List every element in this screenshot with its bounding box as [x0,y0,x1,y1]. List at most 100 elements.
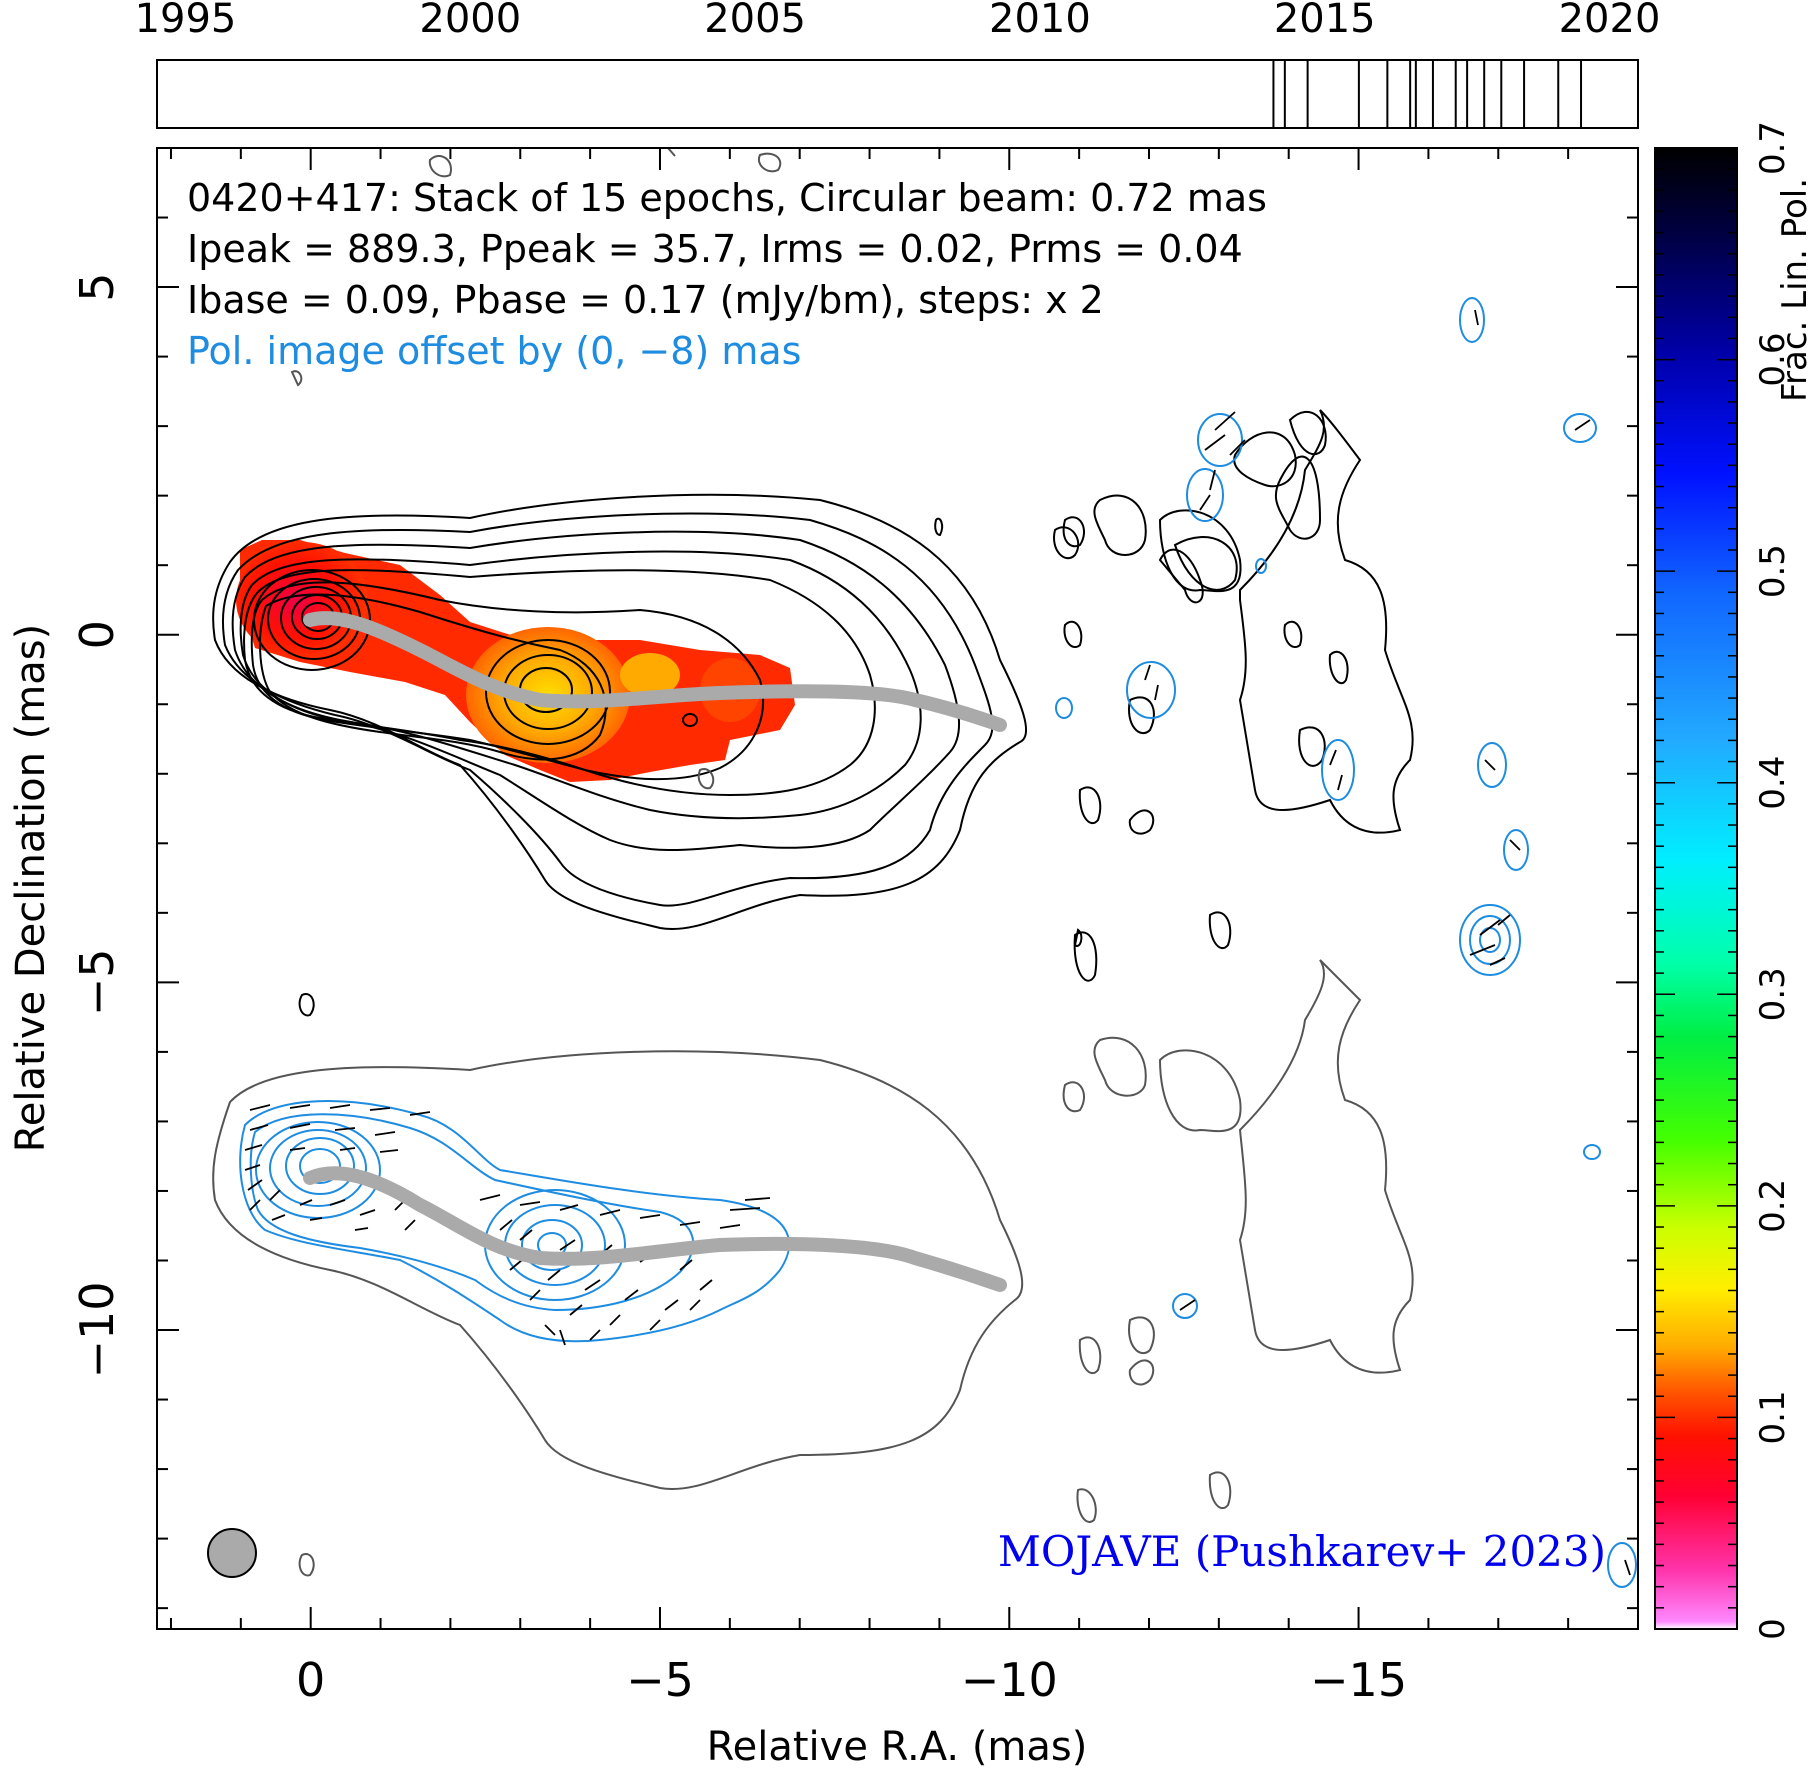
i-contour-5 [243,569,876,797]
colorbar-ticks: 0 0.1 0.2 0.3 0.4 0.5 0.6 0.7 [1655,121,1793,1640]
i-island-j [1128,696,1155,735]
i-island-n [1328,650,1349,685]
p-blob-8 [1503,829,1529,871]
i-island-h [1173,536,1238,591]
minor-islands [290,148,782,790]
p-contour-core-2 [269,1129,367,1207]
colorbar: 0 0.1 0.2 0.3 0.4 0.5 0.6 0.7 Frac. Lin. Pol. [1654,121,1815,1640]
minor-island-5 [290,370,303,387]
minor-island-1 [428,155,452,178]
i-island-u [1063,620,1083,648]
ridge-lower [303,1166,1007,1292]
pol-outer-blobs [1055,297,1637,1588]
p-total-outline [212,1050,1024,1490]
x-tick-label: 0 [296,1653,325,1707]
minor-island-2 [757,152,782,173]
p-blob-1 [1126,661,1176,719]
p-outer-islands [298,959,1414,1577]
colorbar-gradient [1654,147,1738,1630]
colorbar-tick-label: 0.2 [1753,1179,1793,1233]
p-blob-10 [1469,915,1511,965]
timeline-labels: 1995 2000 2005 2010 2015 2020 [135,0,1661,42]
x-axis-ticks: 0 −5 −10 −15 [169,148,1639,1707]
fpol-patch [620,653,680,697]
p-blob-3 [1186,468,1224,522]
p-blob-11 [1479,927,1501,953]
x-tick-label: −15 [1310,1653,1407,1707]
minor-island-3 [667,148,676,157]
evpa-outer [1144,309,1631,1576]
x-axis-label: Relative R.A. (mas) [707,1724,1088,1770]
colorbar-tick-label: 0.6 [1753,333,1793,387]
polarization-image [212,297,1637,1588]
i-island-k [1078,786,1102,825]
p-contour-2 [249,1113,695,1312]
offset-note: Pol. image offset by (0, −8) mas [187,329,801,373]
p-contour-outer [239,1100,790,1343]
ridge-upper [303,611,1007,732]
evpa-lower-core [244,1104,431,1231]
colorbar-tick-label: 0.7 [1753,121,1793,175]
y-tick-label: 0 [70,620,124,649]
p-contour-core-4 [299,1148,341,1184]
timeline-year-label: 2010 [989,0,1091,42]
i-island-f [1288,410,1327,456]
y-axis-label: Relative Declination (mas) [8,624,54,1152]
i-island-t [1073,928,1083,947]
colorbar-tick-label: 0.1 [1753,1390,1793,1444]
pol-intensity-contours [239,1100,790,1343]
x-tick-label: −5 [626,1653,694,1707]
colorbar-tick-label: 0 [1753,1618,1793,1640]
i-contour-knot-1 [485,639,611,745]
p-blob-14 [1172,1293,1198,1319]
epoch-timeline: 1995 2000 2005 2010 2015 2020 [135,0,1661,129]
plot-area: 0 −5 −10 −15 5 0 −5 −10 0420+417: Stack of 15 … [8,147,1639,1770]
colorbar-tick-label: 0.5 [1753,544,1793,598]
i-island-o [1298,726,1326,767]
i-island-c [1053,526,1080,560]
plot-frame [156,147,1639,1630]
p-blob-6 [1563,413,1597,443]
colorbar-tick-label: 0.3 [1753,967,1793,1021]
i-contour-outer [212,493,1028,930]
p-blob-2 [1197,413,1243,467]
p-blob-7 [1477,742,1507,788]
colorbar-label: Frac. Lin. Pol. [1775,178,1815,402]
i-island-s [934,517,944,537]
i-island-p [1208,911,1232,950]
y-axis-ticks: 5 0 −5 −10 [70,147,1638,1610]
p-blob-4 [1321,739,1355,801]
i-contour-core-1 [253,569,371,671]
i-contour-knot-4 [682,713,698,727]
beam-ellipse [207,1528,257,1578]
p-contour-knot-3 [521,1219,583,1271]
p-blob-12 [1055,697,1073,719]
title-line-3: Ibase = 0.09, Pbase = 0.17 (mJy/bm), ste… [187,278,1104,322]
y-tick-label: −5 [70,948,124,1016]
i-jet-far [1238,409,1414,834]
y-tick-label: −10 [70,1281,124,1378]
i-contour-7 [259,593,607,761]
fractional-polarization-map [236,540,795,782]
i-island-g [1274,455,1322,540]
evpa-ticks [244,309,1631,1576]
i-island-i [1062,516,1085,548]
y-tick-label: 5 [70,272,124,301]
timeline-year-label: 1995 [135,0,237,42]
title-line-1: 0420+417: Stack of 15 epochs, Circular b… [187,176,1267,220]
timeline-year-label: 2005 [704,0,806,42]
credit-text: MOJAVE (Pushkarev+ 2023) [998,1527,1606,1576]
jet-ridge-lines [303,611,1007,1292]
epoch-lines [1272,60,1583,128]
title-line-2: Ipeak = 889.3, Ppeak = 35.7, Irms = 0.02… [187,227,1243,271]
p-blob-15 [1255,558,1267,574]
p-blob-16 [1607,1542,1637,1588]
total-intensity-contours [212,409,1414,1017]
timeline-year-label: 2015 [1274,0,1376,42]
colorbar-tick-label: 0.4 [1753,756,1793,810]
p-blob-9 [1459,904,1521,976]
p-contour-core-3 [285,1137,355,1195]
x-tick-label: −10 [961,1653,1058,1707]
minor-island-4 [697,768,715,790]
